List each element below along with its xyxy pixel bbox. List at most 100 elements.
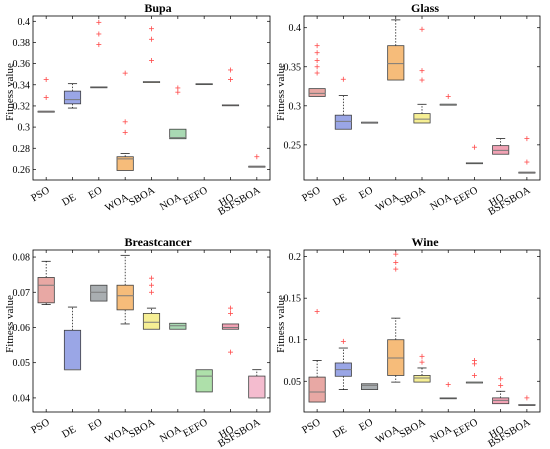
box-body [169,128,187,140]
box-body [37,277,55,304]
outlier-marker [393,259,399,265]
glass-ytick-label: 0.3 [289,101,302,112]
outlier-marker [445,382,451,388]
bupa-ytick-label: 0.28 [13,144,31,155]
bupa-category-label: WOA [103,192,131,214]
box-body [195,369,213,393]
glass-box-de [334,76,352,130]
wine-boxplot-panel: Wine Fitness value 0.05 0.1 0.15 0.2 PSO DE EO… [275,235,541,449]
breastcancer-box-noa [169,322,187,330]
outlier-marker [149,36,154,42]
bupa-box-woa [116,70,134,171]
outlier-marker [471,372,477,378]
wine-box-noa [439,382,457,400]
bupa-box-eo [90,19,108,89]
glass-category-label: NOA [429,192,455,213]
outlier-marker [96,31,102,37]
box-body [221,323,240,330]
box-body [169,322,187,330]
wine-category-label: PSO [300,417,323,436]
breastcancer-ytick-label: 0.06 [13,323,31,334]
bupa-ytick-label: 0.4 [18,17,31,28]
wine-ytick-label: 0.1 [289,335,302,346]
wine-box-woa [387,251,405,383]
wine-box-de [334,338,352,390]
glass-box-eo [361,121,379,124]
box-body [90,284,108,302]
bupa-category-label: PSO [29,185,52,204]
outlier-marker [175,89,181,95]
glass-category-label: PSO [300,185,323,204]
outlier-marker [314,308,320,314]
wine-category-label: SBOA [398,417,428,441]
bupa-box-noa [169,85,187,140]
breastcancer-box-de [63,306,82,371]
glass-title: Glass [411,1,439,15]
bupa-category-label: NOA [158,192,184,213]
outlier-marker [471,144,477,150]
outlier-marker [314,64,320,70]
breastcancer-box-woa [116,254,134,325]
outlier-marker [471,357,477,363]
box-body [361,383,379,390]
wine-category-label: EO [357,417,375,434]
outlier-marker [393,251,399,257]
outlier-marker [149,26,154,32]
breastcancer-ytick-label: 0.04 [13,393,31,404]
outlier-marker [149,275,154,281]
glass-category-label: WOA [374,192,402,214]
bupa-ytick-label: 0.38 [13,38,31,49]
outlier-marker [445,93,451,99]
bupa-ytick-label: 0.3 [18,123,31,134]
glass-ytick-label: 0.4 [289,23,302,34]
wine-category-label: DE [331,424,349,441]
breastcancer-box-bsfsboa [248,369,266,399]
outlier-marker [254,154,260,160]
bupa-category-label: EEFO [181,185,210,208]
outlier-marker [149,289,154,295]
breastcancer-category-label: EEFO [181,417,210,440]
glass-ylabel: Fitness value [275,63,287,121]
bupa-category-label: DE [60,192,78,209]
outlier-marker [43,76,49,82]
outlier-marker [149,282,154,288]
wine-box-ho [492,376,510,405]
box-body [413,375,431,383]
outlier-marker [43,94,49,100]
glass-ytick-label: 0.35 [284,62,302,73]
bupa-box-de [63,83,82,109]
bupa-ytick-label: 0.26 [13,165,31,176]
outlier-marker [228,76,233,82]
glass-category-label: SBOA [398,185,428,209]
bupa-box-sboa [142,26,161,83]
bupa-boxplot-panel: Bupa Fitness value 0.26 0.28 0.3 0.32 0.34 0.… [4,1,271,218]
glass-box-noa [439,93,457,106]
breastcancer-box-pso [37,260,55,305]
outlier-marker [149,57,154,63]
glass-box-bsfsboa [518,136,536,174]
outlier-marker [419,77,425,83]
box-body [387,45,405,81]
outlier-marker [314,58,320,64]
glass-box-woa [387,19,405,81]
wine-ytick-label: 0.05 [284,377,302,388]
outlier-marker [498,376,504,382]
outlier-marker [498,382,504,388]
bupa-category-label: EO [87,185,105,202]
wine-box-bsfsboa [518,395,536,406]
breastcancer-ytick-label: 0.05 [13,358,31,369]
breastcancer-category-label: PSO [29,417,52,436]
outlier-marker [340,338,346,344]
outlier-marker [96,19,102,25]
glass-ytick-label: 0.25 [284,140,302,151]
bupa-category-label: SBOA [127,185,157,209]
wine-ylabel: Fitness value [275,295,287,353]
outlier-marker [419,353,425,359]
outlier-marker [419,26,425,32]
breastcancer-box-eo [90,284,108,302]
wine-category-label: WOA [374,424,402,446]
bupa-box-pso [37,76,55,113]
box-body [308,376,326,403]
breastcancer-ylabel: Fitness value [4,295,16,353]
breastcancer-category-label: DE [60,424,78,441]
